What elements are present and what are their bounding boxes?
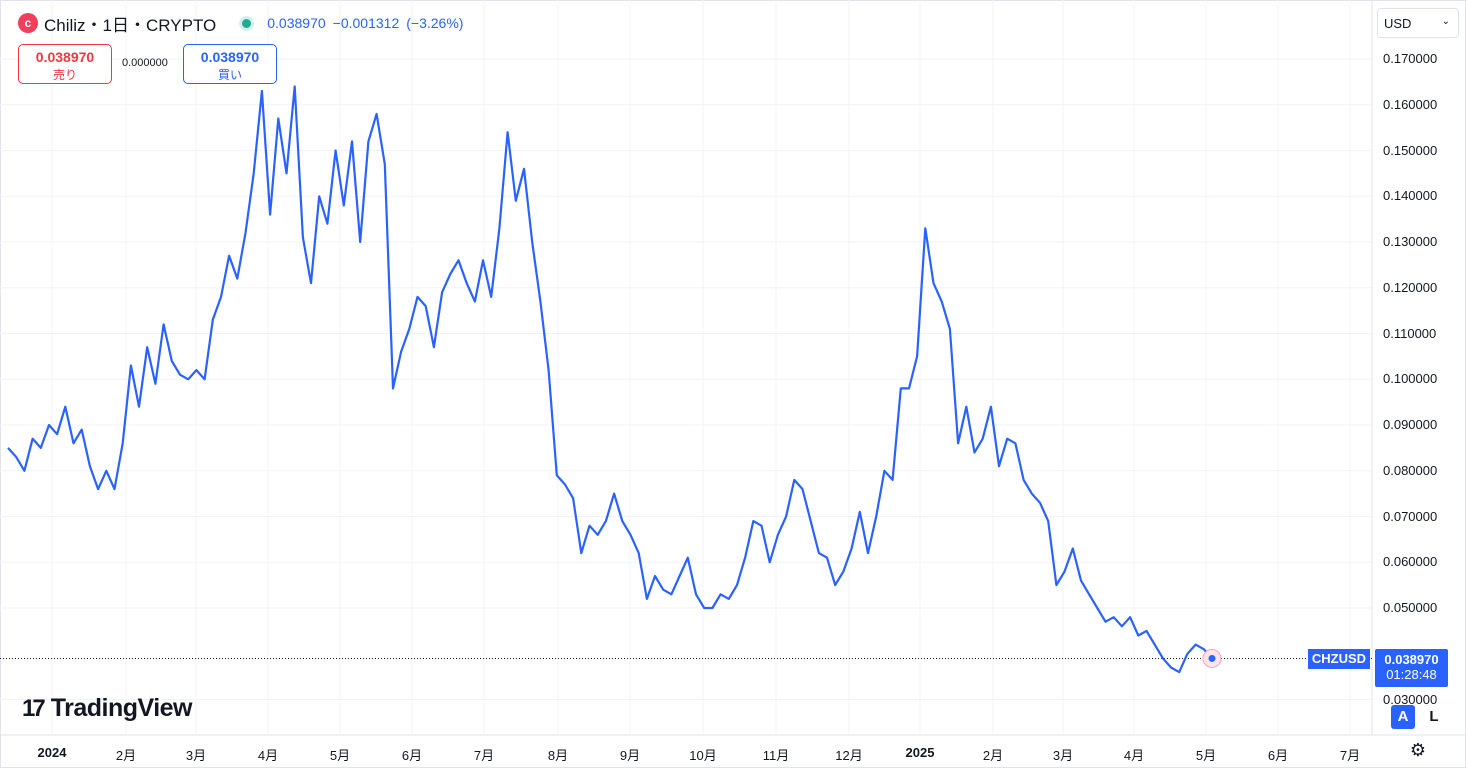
price-tick-label: 0.080000 [1383,462,1438,478]
price-tick-label: 0.050000 [1383,600,1438,615]
time-tick-label: 12月 [835,748,863,763]
price-tick-label: 0.030000 [1383,691,1438,707]
price-tick-label: 0.170000 [1383,51,1438,66]
header-price: 0.038970 [267,15,326,31]
time-tick-label: 5月 [1195,748,1217,763]
sell-price: 0.038970 [35,49,95,65]
price-tick-label: 0.070000 [1383,508,1438,524]
price-tick-label: 0.160000 [1383,96,1438,112]
tradingview-wordmark: TradingView [50,694,193,722]
time-tick-label: 2024 [37,745,67,760]
chevron-down-icon: ⌄ [1441,16,1450,27]
price-tick-label: 0.150000 [1383,142,1438,158]
currency-select[interactable]: USD ⌄ [1377,8,1459,38]
price-tick-label: 0.110000 [1383,325,1437,341]
time-tick-label: 9月 [619,748,641,763]
time-tick-label: 11月 [762,748,790,763]
symbol-header: c Chiliz・1日・CRYPTO 0.038970 −0.001312 (−… [18,10,470,36]
spread-value: 0.000000 [122,57,168,69]
time-tick-label: 4月 [1123,748,1145,763]
price-series-line [7,85,1213,674]
time-tick-label: 2月 [982,748,1004,763]
time-tick-label: 10月 [689,748,717,763]
time-tick-label: 3月 [185,748,207,763]
buy-label: 買い [217,68,242,82]
symbol-title[interactable]: Chiliz・1日・CRYPTO [44,15,217,35]
chiliz-logo-icon: c [18,13,38,33]
last-price-label: 0.038970 01:28:48 [1375,649,1448,688]
price-tick-label: 0.060000 [1383,554,1438,570]
buy-button[interactable]: 0.038970 買い [183,44,277,84]
time-tick-label: 8月 [547,748,569,763]
market-open-indicator-icon [242,18,252,28]
last-price-dot [1208,654,1216,662]
time-tick-label: 6月 [1267,748,1289,763]
settings-gear-icon[interactable]: ⚙ [1409,740,1427,760]
last-price-value: 0.038970 [1384,652,1439,668]
header-change: −0.001312 [332,15,400,31]
header-change-pct: (−3.26%) [406,15,464,31]
time-tick-label: 7月 [1339,748,1361,763]
sell-button[interactable]: 0.038970 売り [18,44,112,84]
time-tick-label: 5月 [329,748,351,763]
price-tick-label: 0.140000 [1383,188,1438,204]
time-tick-label: 6月 [401,748,423,763]
price-tick-label: 0.100000 [1383,371,1438,387]
buy-price: 0.038970 [200,49,260,65]
time-tick-label: 2025 [905,745,935,760]
price-tick-label: 0.130000 [1383,234,1438,249]
price-tick-label: 0.120000 [1383,279,1438,295]
time-tick-label: 7月 [473,748,495,763]
time-tick-label: 2月 [115,748,137,763]
tradingview-logo[interactable]: 17 TradingView [22,694,193,723]
price-tick-label: 0.090000 [1383,417,1438,432]
time-tick-label: 4月 [257,748,279,763]
time-tick-label: 3月 [1052,748,1074,763]
bar-countdown: 01:28:48 [1386,667,1437,683]
currency-value: USD [1384,16,1412,31]
log-scale-button[interactable]: L [1429,708,1439,725]
symbol-price-label: CHZUSD [1308,649,1370,670]
tradingview-logo-icon: 17 [22,694,46,722]
sell-label: 売り [52,68,77,82]
auto-scale-button[interactable]: A [1391,705,1415,729]
